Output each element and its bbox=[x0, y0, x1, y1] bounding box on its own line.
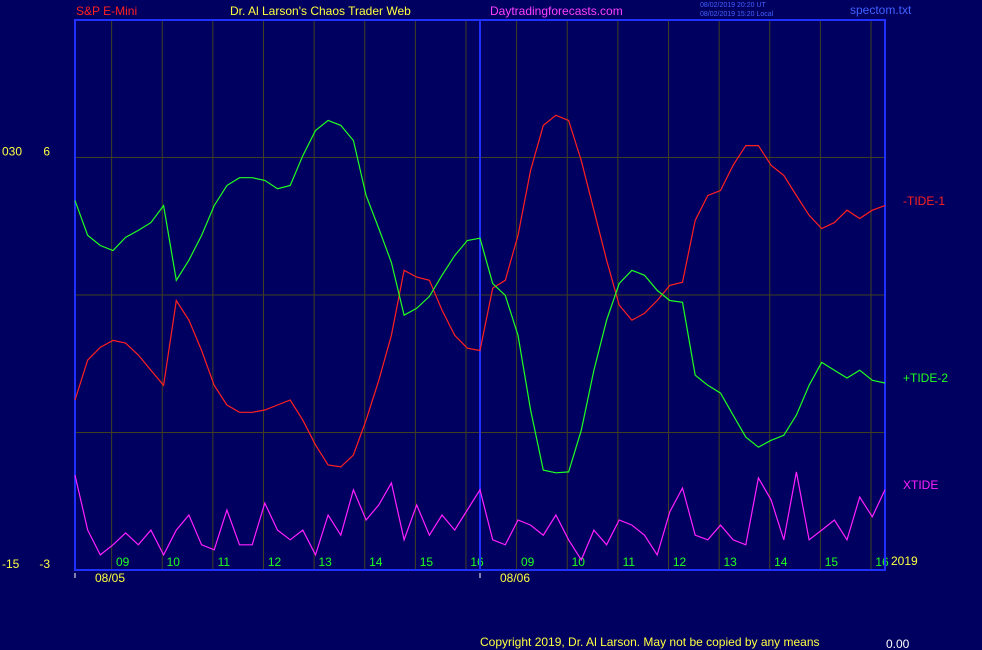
legend-label: +TIDE-2 bbox=[903, 371, 948, 385]
series-line bbox=[74, 119, 886, 474]
legend-label: -TIDE-1 bbox=[903, 194, 945, 208]
x-tick-label: 09 bbox=[116, 555, 130, 569]
x-tick-label: 11 bbox=[218, 555, 231, 569]
copyright: Copyright 2019, Dr. Al Larson. May not b… bbox=[480, 635, 820, 649]
y-tick-label: -3 bbox=[39, 557, 50, 571]
x-tick-label: 09 bbox=[521, 555, 535, 569]
x-tick-label: 16 bbox=[875, 555, 889, 569]
x-tick-label: 13 bbox=[318, 555, 332, 569]
x-tick-label: 11 bbox=[623, 555, 636, 569]
site: Daytradingforecasts.com bbox=[490, 4, 623, 18]
x-tick-label: 15 bbox=[825, 555, 839, 569]
y2-tick-label: -15 bbox=[2, 557, 20, 571]
legend-label: XTIDE bbox=[903, 478, 938, 492]
x-tick-label: 16 bbox=[470, 555, 484, 569]
date-label: 08/06 bbox=[500, 571, 530, 585]
x-tick-label: 12 bbox=[673, 555, 687, 569]
series-line bbox=[74, 471, 886, 562]
x-tick-label: 10 bbox=[167, 555, 181, 569]
file-name: spectom.txt bbox=[850, 3, 912, 17]
year: 2019 bbox=[891, 554, 918, 568]
symbol: S&P E-Mini bbox=[76, 4, 137, 18]
x-tick-label: 14 bbox=[369, 555, 383, 569]
x-tick-label: 15 bbox=[420, 555, 434, 569]
plot-frame bbox=[74, 19, 886, 571]
y-tick-label: 6 bbox=[43, 145, 50, 159]
reading: 0.00 bbox=[886, 637, 910, 650]
x-tick-label: 13 bbox=[723, 555, 737, 569]
stamp-ut: 08/02/2019 20:20 UT bbox=[700, 2, 766, 9]
stamp-local: 08/02/2019 15:20 Local bbox=[700, 11, 774, 18]
date-label: 08/05 bbox=[95, 571, 125, 585]
y2-tick-label: 030 bbox=[2, 145, 22, 159]
chart-title: Dr. Al Larson's Chaos Trader Web bbox=[230, 4, 411, 18]
series-line bbox=[74, 114, 886, 468]
x-tick-label: 14 bbox=[774, 555, 788, 569]
x-tick-label: 12 bbox=[268, 555, 282, 569]
x-tick-label: 10 bbox=[572, 555, 586, 569]
